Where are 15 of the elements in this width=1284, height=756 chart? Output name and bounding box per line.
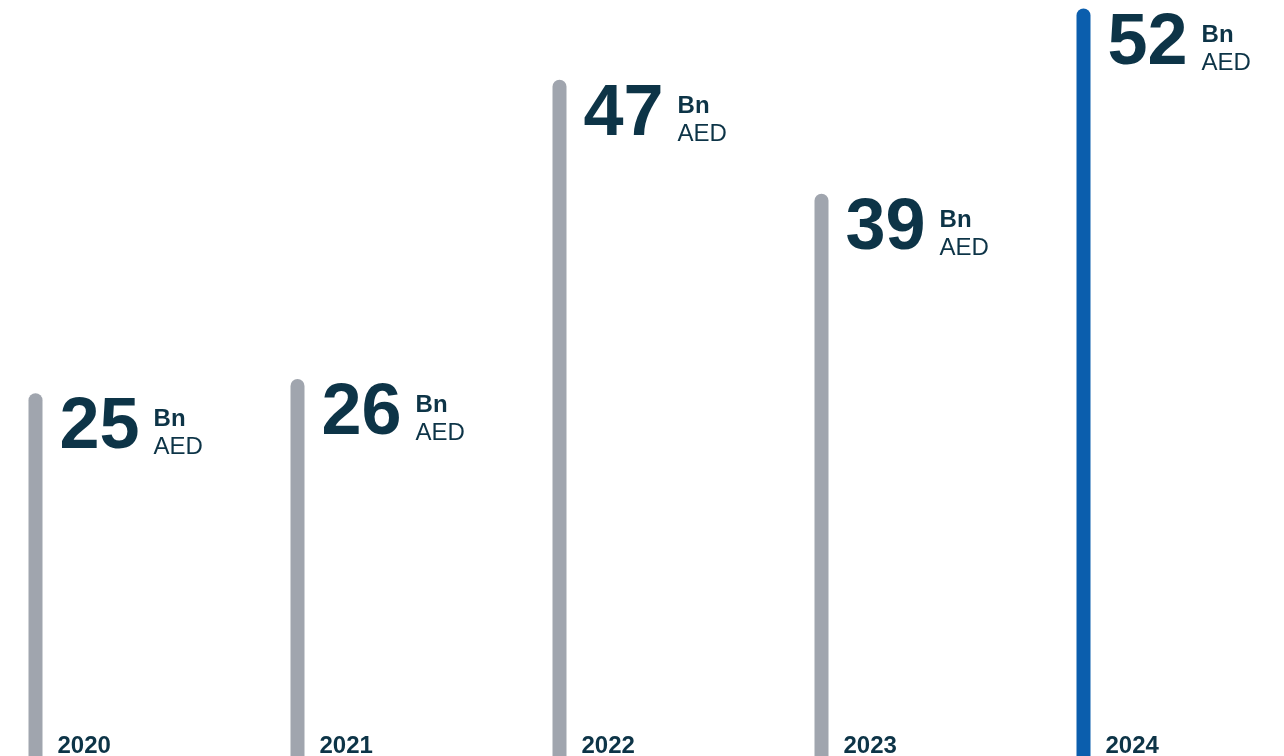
annotation: Bn AED xyxy=(415,390,465,445)
annotation: Bn AED xyxy=(939,204,989,260)
data-label: 26 xyxy=(321,369,402,449)
x-tick-label: 2020 xyxy=(57,730,111,756)
x-tick-label: 2023 xyxy=(843,730,897,756)
annotation: Bn AED xyxy=(1201,19,1251,75)
x-tick-label: 2021 xyxy=(319,730,373,756)
data-label: 25 xyxy=(59,383,140,464)
x-tick-label: 2022 xyxy=(581,730,635,756)
x-tick-label: 2024 xyxy=(1105,730,1160,756)
data-label: 52 xyxy=(1107,0,1188,79)
data-label: 47 xyxy=(583,69,664,150)
annotation: Bn AED xyxy=(677,90,727,146)
annotation: Bn AED xyxy=(153,404,203,460)
data-label: 39 xyxy=(845,183,926,264)
